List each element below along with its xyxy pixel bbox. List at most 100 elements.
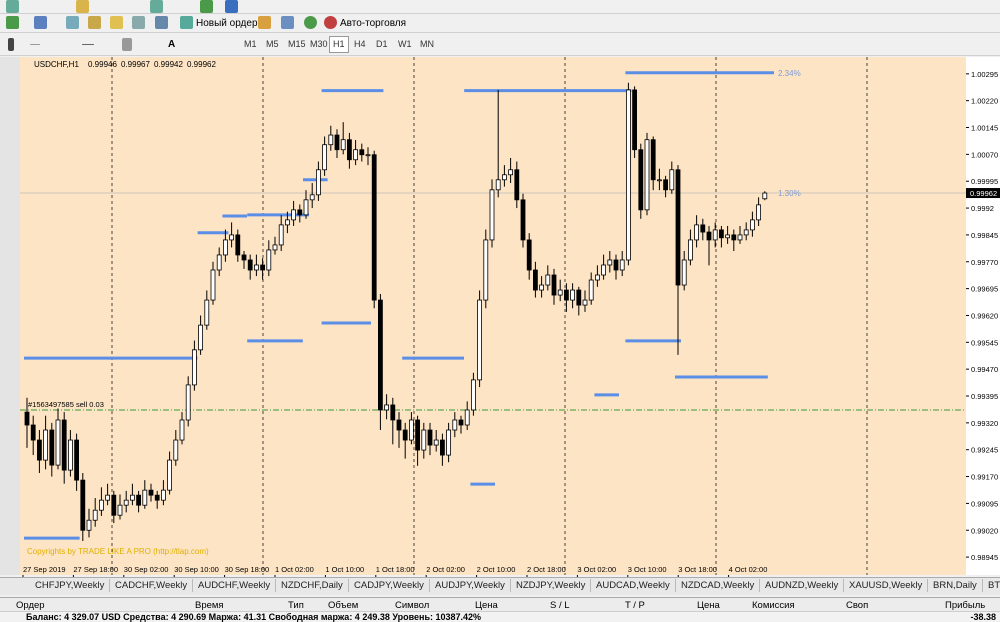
chart-tab[interactable]: BTC — [983, 579, 1000, 592]
column-header[interactable]: Символ — [395, 600, 430, 611]
icon[interactable] — [6, 16, 19, 29]
timeframe-button[interactable]: M5 — [266, 39, 279, 49]
crosshair-tool[interactable] — [30, 44, 40, 45]
candle-body — [179, 419, 185, 441]
chart-tab[interactable]: CADJPY,Weekly — [349, 579, 430, 592]
column-header[interactable]: Цена — [697, 600, 720, 611]
column-header[interactable]: Ордер — [16, 600, 45, 611]
new-order-button[interactable]: Новый ордер — [196, 18, 258, 29]
candle-body — [61, 419, 67, 471]
x-tick-label: 3 Oct 02:00 — [577, 565, 616, 574]
column-header[interactable]: T / P — [625, 600, 645, 611]
candle-body — [737, 234, 743, 241]
cursor-tool[interactable] — [8, 38, 14, 51]
chart-tab[interactable]: NZDCHF,Daily — [276, 579, 349, 592]
candle-body — [408, 419, 414, 441]
chart-tab[interactable]: NZDJPY,Weekly — [511, 579, 592, 592]
candle-body — [545, 274, 551, 286]
column-header[interactable]: Тип — [288, 600, 304, 611]
text-tool[interactable]: A — [168, 39, 176, 50]
icon[interactable] — [6, 0, 19, 13]
icon[interactable] — [281, 16, 294, 29]
column-header[interactable]: Объем — [328, 600, 359, 611]
candle-body — [247, 259, 253, 271]
icon[interactable] — [150, 0, 163, 13]
hline-tool[interactable] — [82, 44, 94, 45]
y-tick-label: 1.00145 — [971, 124, 998, 133]
icon[interactable] — [324, 16, 337, 29]
column-header[interactable]: Своп — [846, 600, 869, 611]
x-tick-label: 1 Oct 10:00 — [325, 565, 364, 574]
chart-tab[interactable]: BRN,Daily — [928, 579, 983, 592]
y-tick-label: 0.99620 — [971, 311, 998, 320]
timeframe-button[interactable]: H1 — [329, 36, 349, 53]
icon[interactable] — [132, 16, 145, 29]
y-tick-label: 0.99770 — [971, 258, 998, 267]
current-price-box — [966, 188, 1000, 199]
chart-tab[interactable]: AUDJPY,Weekly — [430, 579, 511, 592]
chart-tab[interactable]: AUDCHF,Weekly — [193, 579, 277, 592]
terminal-header — [0, 598, 1000, 612]
chart-tab[interactable]: NZDCAD,Weekly — [676, 579, 761, 592]
candle-body — [526, 239, 532, 271]
auto-trading-button[interactable]: Авто-торговля — [340, 18, 407, 29]
candle-body — [626, 89, 631, 261]
x-tick-label: 1 Oct 18:00 — [376, 565, 415, 574]
candle-body — [266, 249, 272, 271]
icon[interactable] — [76, 0, 89, 13]
candle-body — [520, 199, 526, 241]
timeframe-button[interactable]: M1 — [244, 39, 257, 49]
icon[interactable] — [88, 16, 101, 29]
candle-body — [421, 429, 427, 451]
timeframe-button[interactable]: MN — [420, 39, 434, 49]
y-tick-label: 0.99845 — [971, 231, 998, 240]
icon[interactable] — [155, 16, 168, 29]
column-header[interactable]: Прибыль — [945, 600, 986, 611]
timeframe-button[interactable]: D1 — [376, 39, 388, 49]
candle-body — [582, 299, 588, 306]
column-header[interactable]: S / L — [550, 600, 570, 611]
candle-body — [173, 439, 179, 461]
chart: #1563497585 sell 0.032.34%1.30% 1.002951… — [20, 57, 1000, 577]
timeframe-button[interactable]: W1 — [398, 39, 412, 49]
candle-body — [210, 269, 216, 301]
chart-tab[interactable]: XAUUSD,Weekly — [844, 579, 929, 592]
column-header[interactable]: Цена — [475, 600, 498, 611]
timeframe-button[interactable]: H4 — [354, 39, 366, 49]
chart-tab[interactable]: CHFJPY,Weekly — [30, 579, 111, 592]
chart-symbol: USDCHF,H1 — [34, 60, 79, 69]
icon[interactable] — [258, 16, 271, 29]
y-tick-label: 0.99020 — [971, 526, 998, 535]
channel-tool[interactable] — [122, 38, 132, 51]
ohlc-value: 0.99942 — [154, 60, 183, 69]
candle-body — [551, 274, 557, 296]
ohlc-value: 0.99967 — [121, 60, 150, 69]
icon[interactable] — [34, 16, 47, 29]
icon[interactable] — [180, 16, 193, 29]
candle-body — [55, 419, 61, 466]
ohlc-value: 0.99962 — [187, 60, 216, 69]
candle-body — [539, 284, 544, 291]
icon[interactable] — [66, 16, 79, 29]
candle-body — [24, 411, 30, 426]
icon[interactable] — [200, 0, 213, 13]
x-tick-label: 1 Oct 02:00 — [275, 565, 314, 574]
candle-body — [725, 234, 730, 239]
column-header[interactable]: Комиссия — [752, 600, 795, 611]
icon[interactable] — [304, 16, 317, 29]
chart-tab[interactable]: AUDCAD,Weekly — [591, 579, 676, 592]
icon[interactable] — [110, 16, 123, 29]
column-header[interactable]: Время — [195, 600, 224, 611]
candle-body — [322, 144, 328, 171]
timeframe-button[interactable]: M15 — [288, 39, 306, 49]
candle-body — [30, 424, 36, 441]
icon[interactable] — [225, 0, 238, 13]
chart-tab[interactable]: CADCHF,Weekly — [110, 579, 194, 592]
candle-body — [384, 404, 390, 411]
chart-tab[interactable]: AUDNZD,Weekly — [760, 579, 845, 592]
candle-body — [564, 289, 569, 301]
candles — [24, 82, 768, 541]
candle-body — [315, 169, 321, 196]
candle-body — [663, 179, 668, 191]
timeframe-button[interactable]: M30 — [310, 39, 328, 49]
